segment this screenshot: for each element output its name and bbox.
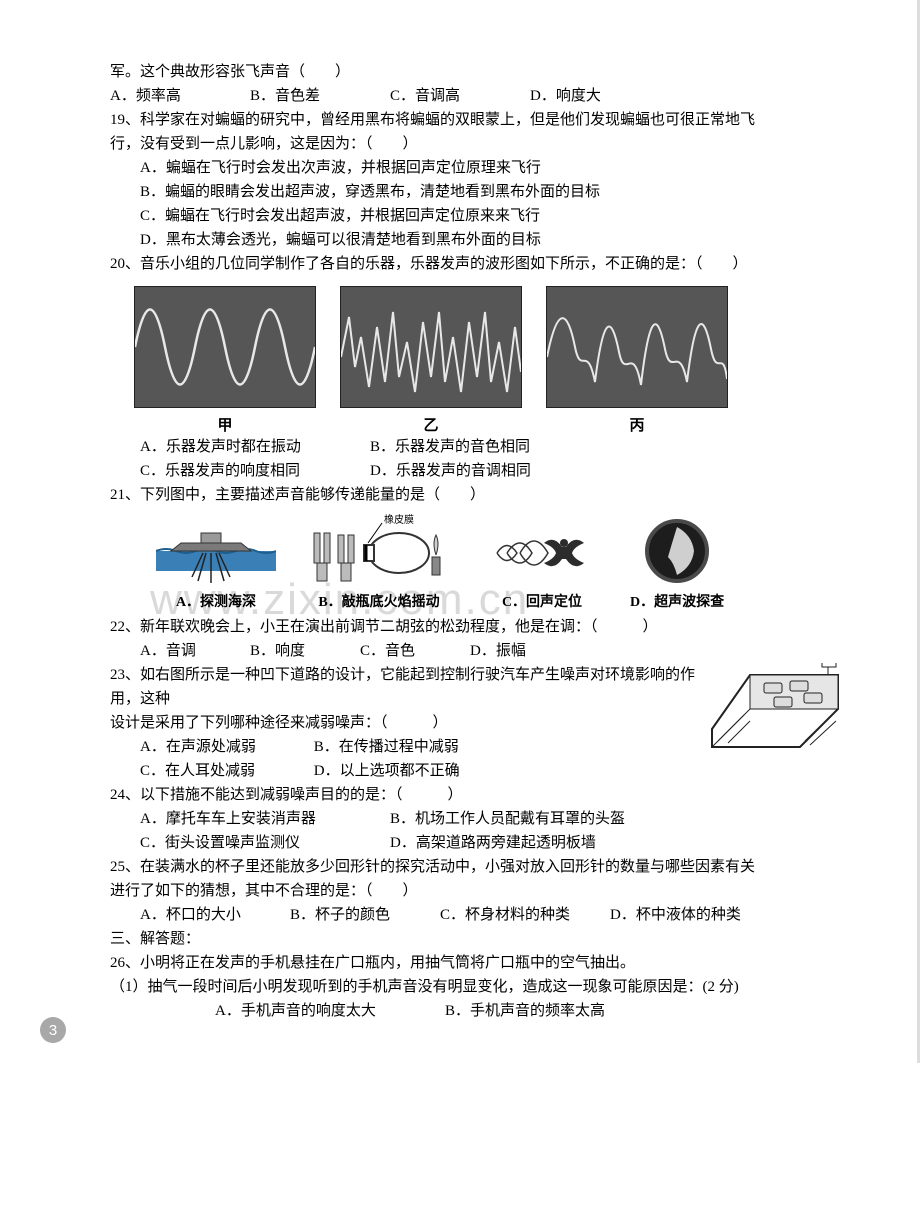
q25-opt-a: A．杯口的大小	[140, 903, 290, 927]
section-3-heading: 三、解答题：	[110, 927, 840, 951]
q19-stem-2: 行，没有受到一点儿影响，这是因为：（ ）	[110, 132, 840, 156]
q18-opt-b: B．音色差	[250, 84, 390, 108]
q22-stem: 22、新年联欢晚会上，小王在演出前调节二胡弦的松劲程度，他是在调：（ ）	[110, 615, 840, 639]
q20-opt-b: B．乐器发声的音色相同	[370, 435, 530, 459]
waveform-b-caption: 乙	[423, 414, 438, 435]
q24-opt-d: D．高架道路两旁建起透明板墙	[390, 831, 596, 855]
q24-opt-b: B．机场工作人员配戴有耳罩的头盔	[390, 807, 625, 831]
waveform-a: 甲	[134, 286, 316, 435]
q23-figure	[710, 663, 840, 749]
page-number-badge: 3	[40, 1017, 66, 1043]
q24-opts-row2: C．街头设置噪声监测仪 D．高架道路两旁建起透明板墙	[110, 831, 840, 855]
q20-opt-a: A．乐器发声时都在振动	[140, 435, 370, 459]
q18-opt-c: C．音调高	[390, 84, 530, 108]
q21-fig-d: D．超声波探查	[630, 513, 724, 611]
q21-stem: 21、下列图中，主要描述声音能够传递能量的是（ ）	[110, 483, 840, 507]
q22-opt-b: B．响度	[250, 639, 360, 663]
q20-stem: 20、音乐小组的几位同学制作了各自的乐器，乐器发声的波形图如下所示，不正确的是：…	[110, 252, 840, 276]
waveform-a-caption: 甲	[217, 414, 232, 435]
q22-opt-c: C．音色	[360, 639, 470, 663]
waveforms-row: 甲 乙 丙	[110, 276, 840, 435]
q26-opts: A．手机声音的响度太大 B．手机声音的频率太高	[110, 999, 840, 1023]
q21-cap-c: C．回声定位	[502, 591, 582, 611]
bottle-body-icon	[369, 533, 429, 573]
waveform-c-caption: 丙	[629, 414, 644, 435]
q22-opt-a: A．音调	[140, 639, 250, 663]
q18-options: A．频率高 B．音色差 C．音调高 D．响度大	[110, 84, 840, 108]
q21-fig-c: C．回声定位	[482, 513, 602, 611]
tuning-fork-icon	[314, 533, 330, 581]
waveform-b-box	[340, 286, 522, 408]
wave-c-path	[547, 318, 727, 385]
q20-opts-row1: A．乐器发声时都在振动 B．乐器发声的音色相同	[110, 435, 840, 459]
q18-opt-a: A．频率高	[110, 84, 250, 108]
waveform-b: 乙	[340, 286, 522, 435]
wave-a-path	[135, 310, 315, 385]
q19-opt-b: B．蝙蝠的眼睛会发出超声波，穿透黑布，清楚地看到黑布外面的目标	[110, 180, 840, 204]
q23-opt-d: D．以上选项都不正确	[314, 763, 460, 779]
q25-opt-c: C．杯身材料的种类	[440, 903, 610, 927]
q24-opts-row1: A．摩托车车上安装消声器 B．机场工作人员配戴有耳罩的头盔	[110, 807, 840, 831]
q19-opt-a: A．蝙蝠在飞行时会发出次声波，并根据回声定位原理来飞行	[110, 156, 840, 180]
q18-opt-d: D．响度大	[530, 84, 670, 108]
waveform-c: 丙	[546, 286, 728, 435]
q23-opts-row2: C．在人耳处减弱 D．以上选项都不正确	[110, 759, 840, 783]
waveform-a-box	[134, 286, 316, 408]
q26-opt-a: A．手机声音的响度太大	[215, 999, 445, 1023]
q20-opt-d: D．乐器发声的音调相同	[370, 459, 531, 483]
q26-part1: （1）抽气一段时间后小明发现听到的手机声音没有明显变化，造成这一现象可能原因是：…	[110, 975, 840, 999]
q22-options: A．音调 B．响度 C．音色 D．振幅	[110, 639, 840, 663]
q18-tail: 军。这个典故形容张飞声音（ ）	[110, 60, 840, 84]
echo-waves-icon	[497, 541, 548, 565]
q25-options: A．杯口的大小 B．杯子的颜色 C．杯身材料的种类 D．杯中液体的种类	[110, 903, 840, 927]
boat-cabin-icon	[201, 533, 221, 543]
q19-stem-1: 19、科学家在对蝙蝠的研究中，曾经用黑布将蝙蝠的双眼蒙上，但是他们发现蝙蝠也可很…	[110, 108, 840, 132]
q26-stem: 26、小明将正在发声的手机悬挂在广口瓶内，用抽气筒将广口瓶中的空气抽出。	[110, 951, 840, 975]
q20-opt-c: C．乐器发声的响度相同	[140, 459, 370, 483]
q21-cap-b: B．敲瓶底火焰摇动	[318, 591, 439, 611]
rubber-label: 橡皮膜	[384, 513, 414, 526]
q19-opt-d: D．黑布太薄会透光，蝙蝠可以很清楚地看到黑布外面的目标	[110, 228, 840, 252]
boat-icon	[171, 543, 251, 551]
flame-icon	[432, 535, 440, 575]
q25-stem-1: 25、在装满水的杯子里还能放多少回形针的探究活动中，小强对放入回形针的数量与哪些…	[110, 855, 840, 879]
q21-figures: A．探测海深	[110, 507, 840, 615]
bat-icon	[544, 539, 584, 566]
q21-fig-a: A．探测海深	[156, 513, 276, 611]
tuning-fork2-icon	[338, 535, 354, 581]
q20-opts-row2: C．乐器发声的响度相同 D．乐器发声的音调相同	[110, 459, 840, 483]
q24-opt-c: C．街头设置噪声监测仪	[140, 831, 390, 855]
q25-stem-2: 进行了如下的猜想，其中不合理的是：（ ）	[110, 879, 840, 903]
q24-stem: 24、以下措施不能达到减弱噪声目的的是：（ ）	[110, 783, 840, 807]
q25-opt-d: D．杯中液体的种类	[610, 903, 741, 927]
q24-opt-a: A．摩托车车上安装消声器	[140, 807, 390, 831]
waveform-c-box	[546, 286, 728, 408]
sign-icon	[822, 663, 836, 675]
q21-fig-b: 橡皮膜 B．敲瓶底火焰摇动	[304, 513, 454, 611]
q23-opt-b: B．在传播过程中减弱	[314, 739, 459, 755]
q23-opt-a: A．在声源处减弱	[140, 735, 310, 759]
road-surface-icon	[750, 675, 838, 709]
q23-opt-c: C．在人耳处减弱	[140, 759, 310, 783]
q21-cap-a: A．探测海深	[176, 591, 256, 611]
q19-opt-c: C．蝙蝠在飞行时会发出超声波，并根据回声定位原来来飞行	[110, 204, 840, 228]
wave-b-path	[341, 312, 521, 392]
q21-cap-d: D．超声波探查	[630, 591, 724, 611]
q26-opt-b: B．手机声音的频率太高	[445, 999, 605, 1023]
q22-opt-d: D．振幅	[470, 639, 580, 663]
q25-opt-b: B．杯子的颜色	[290, 903, 440, 927]
